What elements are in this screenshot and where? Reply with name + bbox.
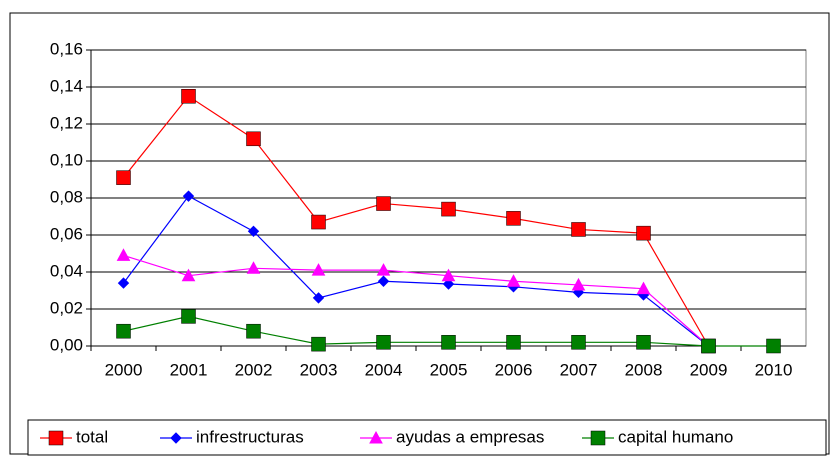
x-tick-label: 2002 [235, 360, 273, 379]
data-point [571, 222, 586, 237]
legend-marker [170, 432, 182, 444]
data-point [506, 274, 521, 287]
data-point [311, 214, 326, 230]
data-point [246, 261, 261, 274]
y-tick-label: 0,10 [50, 150, 83, 169]
data-point [247, 225, 260, 238]
data-point [701, 338, 716, 354]
data-point [442, 278, 455, 290]
data-point [181, 89, 196, 104]
data-point [182, 190, 195, 202]
data-point [246, 131, 261, 147]
data-point [636, 225, 651, 241]
data-point [117, 277, 130, 289]
data-point [571, 335, 586, 350]
data-point [636, 335, 651, 350]
y-tick-label: 0,02 [50, 298, 83, 317]
data-point [441, 201, 456, 217]
y-tick-label: 0,12 [50, 113, 83, 132]
series-line [123, 195, 709, 347]
data-point [181, 309, 196, 324]
legend-label: total [76, 427, 108, 446]
legend-marker [590, 430, 606, 446]
y-tick-label: 0,06 [50, 224, 83, 243]
data-point [116, 170, 131, 185]
data-point [116, 248, 131, 261]
y-tick-label: 0,00 [50, 335, 83, 354]
x-tick-label: 2009 [690, 360, 728, 379]
data-point [636, 281, 651, 295]
data-point [312, 292, 325, 304]
x-tick-label: 2004 [365, 360, 403, 379]
x-tick-label: 2001 [170, 360, 208, 379]
data-point [506, 211, 521, 226]
data-point [116, 323, 131, 339]
data-point [311, 336, 326, 352]
y-tick-label: 0,14 [50, 76, 83, 95]
x-tick-label: 2006 [495, 360, 533, 379]
legend-marker [48, 430, 64, 446]
data-point [377, 275, 390, 287]
series-line [123, 95, 710, 347]
legend-marker [369, 430, 383, 444]
y-tick-label: 0,16 [50, 39, 83, 58]
data-point [766, 338, 781, 354]
x-tick-label: 2005 [430, 360, 468, 379]
y-tick-label: 0,04 [50, 261, 83, 280]
legend-label: infrestructuras [196, 427, 304, 446]
data-point [246, 323, 261, 339]
legend-label: capital humano [618, 427, 733, 446]
x-tick-label: 2008 [625, 360, 663, 379]
x-tick-label: 2000 [105, 360, 143, 379]
data-point [571, 277, 586, 291]
y-tick-label: 0,08 [50, 187, 83, 206]
data-point [506, 335, 521, 350]
data-point [441, 268, 456, 282]
data-point [311, 263, 326, 276]
data-point [376, 335, 391, 350]
x-tick-label: 2007 [560, 360, 598, 379]
x-tick-label: 2003 [300, 360, 338, 379]
data-point [376, 196, 391, 211]
x-tick-label: 2010 [755, 360, 793, 379]
series-line [123, 254, 709, 347]
data-point [181, 268, 196, 282]
legend-label: ayudas a empresas [396, 427, 544, 446]
data-point [376, 263, 391, 276]
data-point [441, 335, 456, 350]
